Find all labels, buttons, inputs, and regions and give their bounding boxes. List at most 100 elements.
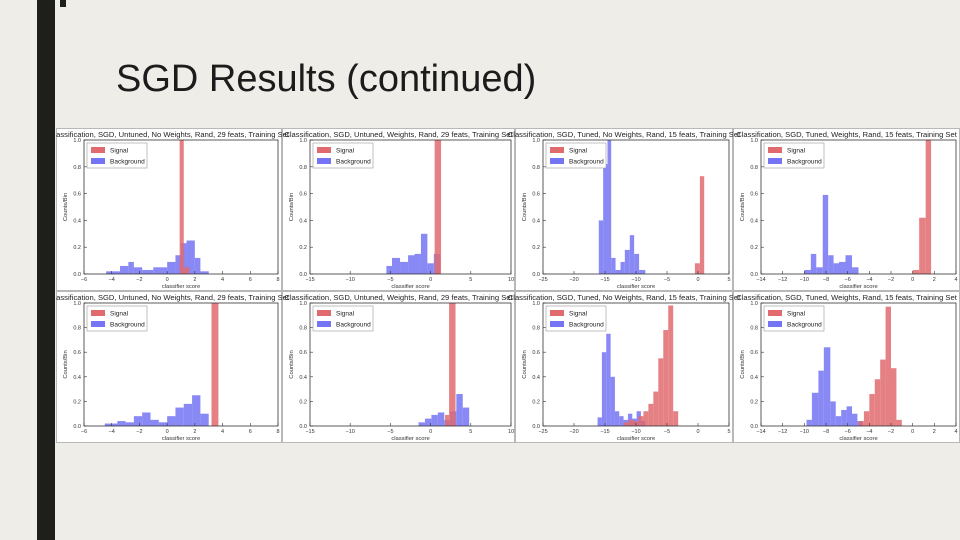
background-bar: [431, 414, 438, 426]
x-tick-label: 8: [276, 429, 279, 435]
background-bar: [175, 407, 184, 426]
x-tick-label: 0: [166, 429, 169, 435]
signal-bar: [919, 217, 926, 274]
background-bar: [128, 261, 134, 274]
background-bar: [120, 265, 129, 274]
background-bar: [822, 194, 829, 274]
x-tick-label: −12: [778, 429, 787, 435]
panel-border: [56, 128, 282, 291]
x-tick-label: −10: [631, 429, 640, 435]
background-bar: [104, 423, 118, 426]
x-tick-label: −25: [538, 429, 547, 435]
signal-bar: [694, 263, 700, 274]
signal-bar: [891, 368, 897, 426]
signal-legend-label: Signal: [336, 148, 355, 155]
signal-bar: [638, 416, 644, 426]
x-tick-label: −10: [800, 277, 809, 283]
background-bar: [603, 164, 608, 274]
background-bar: [839, 261, 846, 274]
background-bar: [828, 255, 834, 274]
x-tick-label: −14: [756, 429, 765, 435]
x-tick-label: −6: [845, 429, 851, 435]
background-bar: [816, 267, 823, 274]
x-tick-label: −4: [109, 277, 115, 283]
y-axis-label: Counts/Bin: [289, 193, 295, 221]
background-bar: [818, 370, 824, 426]
panel-title: Classification, SGD, Untuned, No Weights…: [56, 130, 290, 139]
background-bar: [823, 347, 831, 426]
x-tick-label: 8: [276, 277, 279, 283]
background-bar: [806, 419, 812, 426]
x-tick-label: −15: [600, 277, 609, 283]
x-tick-label: −2: [136, 429, 142, 435]
background-bar: [408, 255, 415, 274]
signal-bar: [211, 303, 219, 426]
histogram-panel: Classification, SGD, Untuned, No Weights…: [56, 291, 290, 443]
x-tick-label: −2: [888, 429, 894, 435]
signal-legend-swatch: [317, 310, 331, 316]
signal-bar: [912, 269, 920, 274]
panel-border: [282, 291, 515, 443]
y-tick-label: 0.2: [750, 399, 758, 405]
y-tick-label: 0.8: [750, 165, 758, 171]
panel-title: Classification, SGD, Untuned, Weights, R…: [284, 130, 513, 139]
axes-frame: [309, 302, 512, 427]
background-bar: [186, 240, 195, 274]
histogram-panel: Classification, SGD, Tuned, No Weights, …: [508, 128, 741, 291]
background-bar: [611, 257, 616, 274]
axes-frame: [760, 139, 957, 275]
x-tick-label: −10: [631, 277, 640, 283]
y-tick-label: 0.0: [532, 424, 540, 430]
panel-title: Classification, SGD, Tuned, No Weights, …: [508, 293, 741, 302]
x-tick-label: 6: [249, 277, 252, 283]
signal-bar: [623, 422, 629, 426]
background-bar: [427, 263, 434, 274]
signal-bar: [885, 306, 891, 426]
x-tick-label: 4: [221, 277, 224, 283]
y-tick-label: 0.2: [532, 245, 540, 251]
histogram-panel: Classification, SGD, Tuned, No Weights, …: [508, 291, 741, 443]
background-legend-label: Background: [110, 322, 145, 329]
background-bar: [634, 253, 640, 274]
x-tick-label: 0: [911, 429, 914, 435]
legend: Signal Background: [86, 142, 148, 169]
y-tick-label: 0.4: [299, 218, 307, 224]
histogram-grid-svg: Classification, SGD, Untuned, No Weights…: [56, 128, 960, 443]
x-tick-label: 2: [933, 277, 936, 283]
x-tick-label: 4: [954, 277, 957, 283]
signal-bar: [858, 421, 864, 426]
background-bar: [614, 411, 620, 426]
signal-legend-swatch: [550, 147, 564, 153]
y-axis-label: Counts/Bin: [740, 350, 746, 378]
signal-legend-swatch: [768, 147, 782, 153]
x-tick-label: 0: [166, 277, 169, 283]
signal-bar: [643, 411, 649, 426]
background-legend-swatch: [317, 158, 331, 164]
signal-bar: [449, 303, 456, 426]
y-tick-label: 0.0: [299, 424, 307, 430]
background-bar: [456, 394, 463, 426]
x-tick-label: −20: [569, 429, 578, 435]
y-axis-label: Counts/Bin: [63, 193, 69, 221]
y-axis-label: Counts/Bin: [63, 350, 69, 378]
background-bar: [106, 271, 121, 274]
y-axis-label: Counts/Bin: [522, 193, 528, 221]
background-bar: [639, 269, 646, 274]
histogram-panel: Classification, SGD, Untuned, Weights, R…: [282, 128, 515, 291]
x-tick-label: −10: [346, 429, 355, 435]
y-tick-label: 0.2: [750, 245, 758, 251]
background-bar: [175, 255, 181, 274]
background-bar: [804, 269, 811, 274]
background-bar: [811, 392, 819, 426]
background-bar: [200, 413, 209, 426]
x-tick-label: −20: [569, 277, 578, 283]
background-legend-label: Background: [569, 159, 604, 166]
y-tick-label: 1.0: [73, 301, 81, 307]
background-bar: [420, 233, 428, 274]
background-bar: [830, 401, 836, 426]
signal-legend-swatch: [91, 310, 105, 316]
x-axis-label: classifier score: [839, 284, 877, 290]
signal-bar: [668, 305, 674, 426]
signal-bar: [445, 414, 450, 426]
histogram-panel: Classification, SGD, Untuned, No Weights…: [56, 128, 290, 291]
